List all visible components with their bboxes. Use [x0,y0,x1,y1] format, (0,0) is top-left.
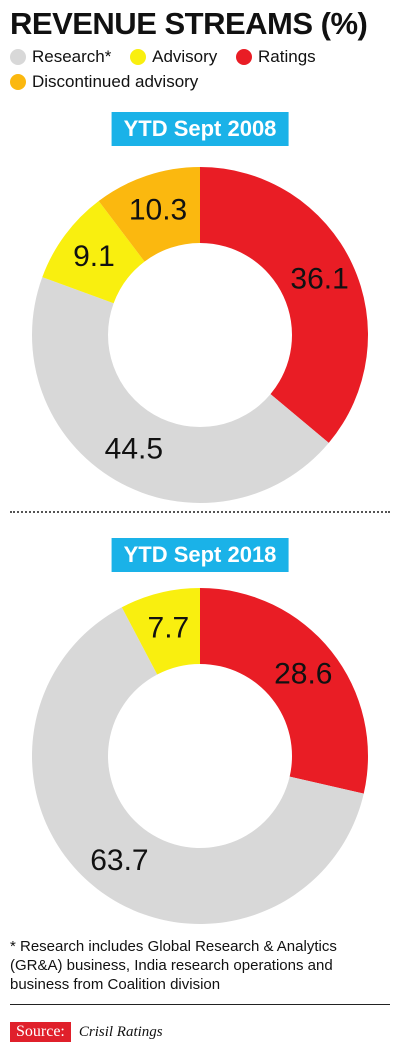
slice-label-ratings: 36.1 [290,263,348,296]
slice-label-research: 63.7 [90,844,148,877]
period-tag-2018: YTD Sept 2018 [111,538,289,572]
legend-item-discontinued-advisory: Discontinued advisory [10,71,198,93]
legend-label-ratings: Ratings [258,47,316,66]
legend-swatch-ratings [236,49,253,65]
legend: Research* Advisory Ratings Discontinued … [10,46,390,96]
chart-title: REVENUE STREAMS (%) [10,6,368,41]
source-line: Source: Crisil Ratings [10,1022,163,1042]
legend-item-advisory: Advisory [130,46,217,68]
legend-label-research: Research* [32,47,112,66]
footnote-rule [10,1004,390,1005]
legend-item-research: Research* [10,46,111,68]
slice-label-discontinued-advisory: 10.3 [129,193,187,226]
slice-label-research: 44.5 [105,433,163,466]
period-tag-2008: YTD Sept 2008 [111,112,289,146]
slice-ratings [200,588,368,794]
legend-label-advisory: Advisory [152,47,218,66]
slice-advisory [42,200,145,304]
donut-2018: 28.6 63.7 7.7 [31,588,368,924]
slice-research [32,277,329,503]
legend-swatch-discontinued-advisory [10,74,26,90]
slice-ratings [200,167,368,443]
donut-2008: 36.1 44.5 9.1 10.3 [32,167,368,503]
source-text: Crisil Ratings [78,1023,163,1040]
legend-swatch-advisory [130,49,147,65]
slice-research [31,607,364,924]
separator [10,511,390,513]
slice-label-ratings: 28.6 [274,657,332,690]
source-label: Source: [10,1022,71,1042]
slice-label-advisory: 7.7 [148,611,190,644]
legend-swatch-research [10,49,26,65]
legend-item-ratings: Ratings [236,46,316,68]
slice-label-advisory: 9.1 [73,240,115,273]
legend-label-discontinued-advisory: Discontinued advisory [32,72,199,91]
footnote: * Research includes Global Research & An… [10,938,337,993]
slice-discontinued-advisory [98,167,200,262]
slice-advisory [121,588,200,675]
